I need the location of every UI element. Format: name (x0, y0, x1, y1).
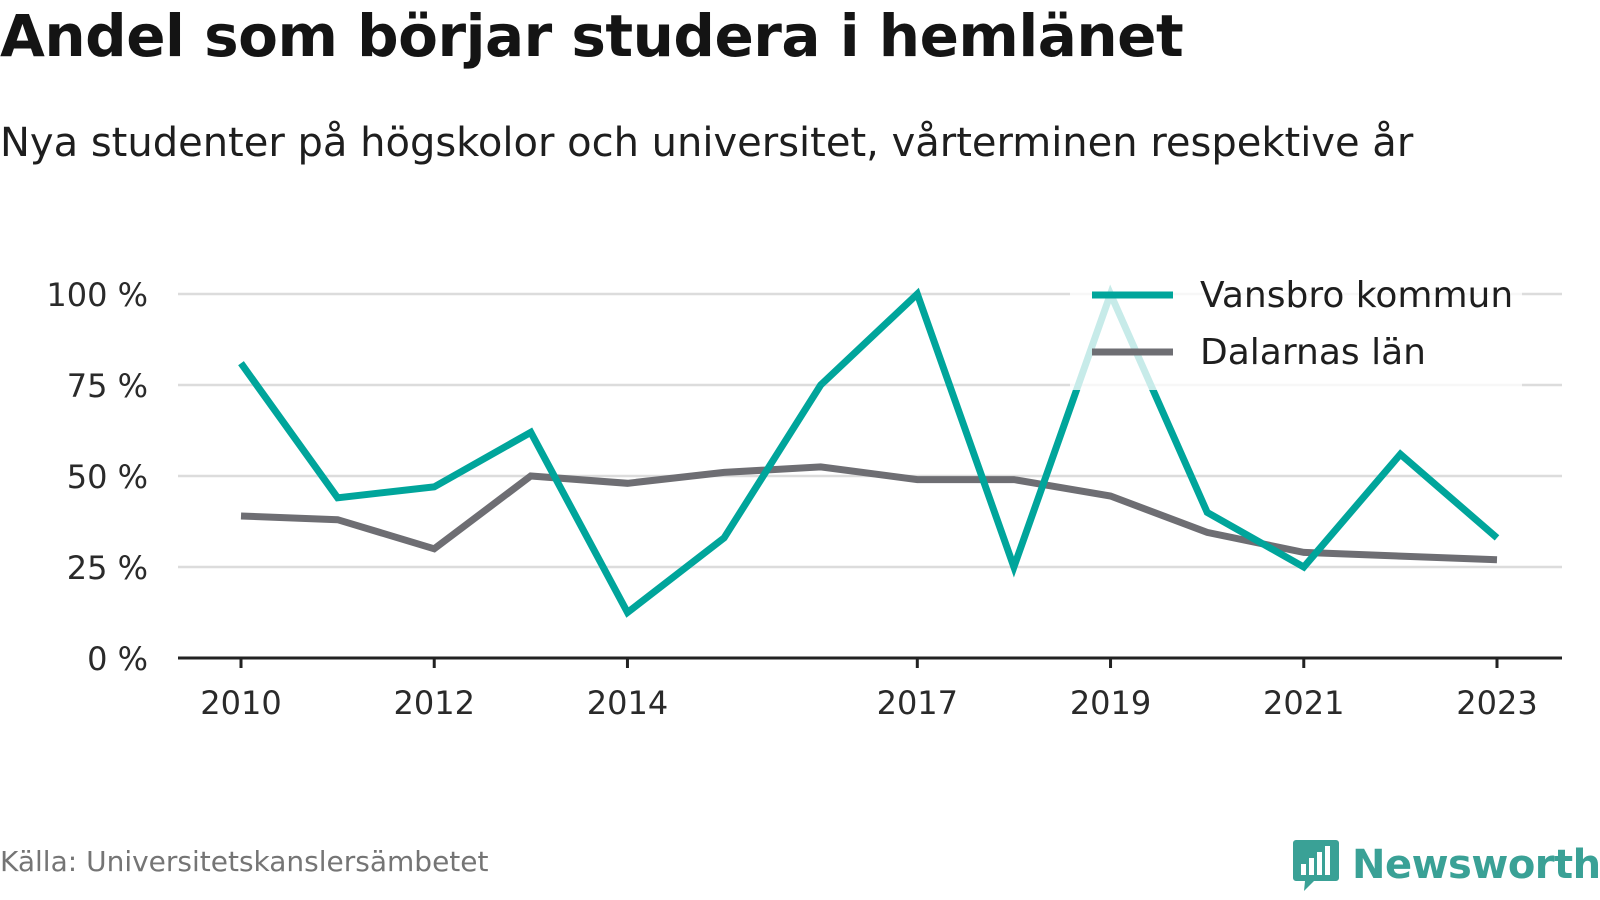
x-tick-label: 2023 (1456, 684, 1537, 722)
y-tick-label: 50 % (67, 458, 148, 496)
legend: Vansbro kommun Dalarnas län (1070, 270, 1522, 390)
series-line-0 (238, 284, 1500, 618)
chart-subtitle: Nya studenter på högskolor och universit… (0, 120, 1414, 166)
y-tick-label: 25 % (67, 549, 148, 587)
legend-label: Dalarnas län (1200, 332, 1426, 373)
y-tick-label: 75 % (67, 367, 148, 405)
legend-label: Vansbro kommun (1200, 275, 1513, 316)
newsworthy-logo-icon (1293, 840, 1339, 891)
y-tick-label: 100 % (46, 276, 148, 314)
y-tick-label: 0 % (87, 640, 148, 678)
y-axis-labels: 0 % 25 % 50 % 75 % 100 % (46, 276, 148, 678)
legend-background (1070, 270, 1522, 390)
newsworthy-wordmark: Newsworthy (1352, 842, 1600, 888)
x-tick-label: 2021 (1263, 684, 1344, 722)
x-tick-label: 2010 (200, 684, 281, 722)
newsworthy-logo: Newsworthy (1292, 838, 1600, 892)
source-note: Källa: Universitetskanslersämbetet (0, 845, 489, 878)
x-axis: 2010 2012 2014 2017 2019 2021 2023 (178, 656, 1562, 722)
x-tick-label: 2012 (394, 684, 475, 722)
x-tick-label: 2017 (877, 684, 958, 722)
chart-title: Andel som börjar studera i hemlänet (0, 2, 1184, 70)
series-line-1 (240, 463, 1498, 564)
x-tick-label: 2014 (587, 684, 668, 722)
series-lines (238, 284, 1500, 618)
x-tick-label: 2019 (1070, 684, 1151, 722)
